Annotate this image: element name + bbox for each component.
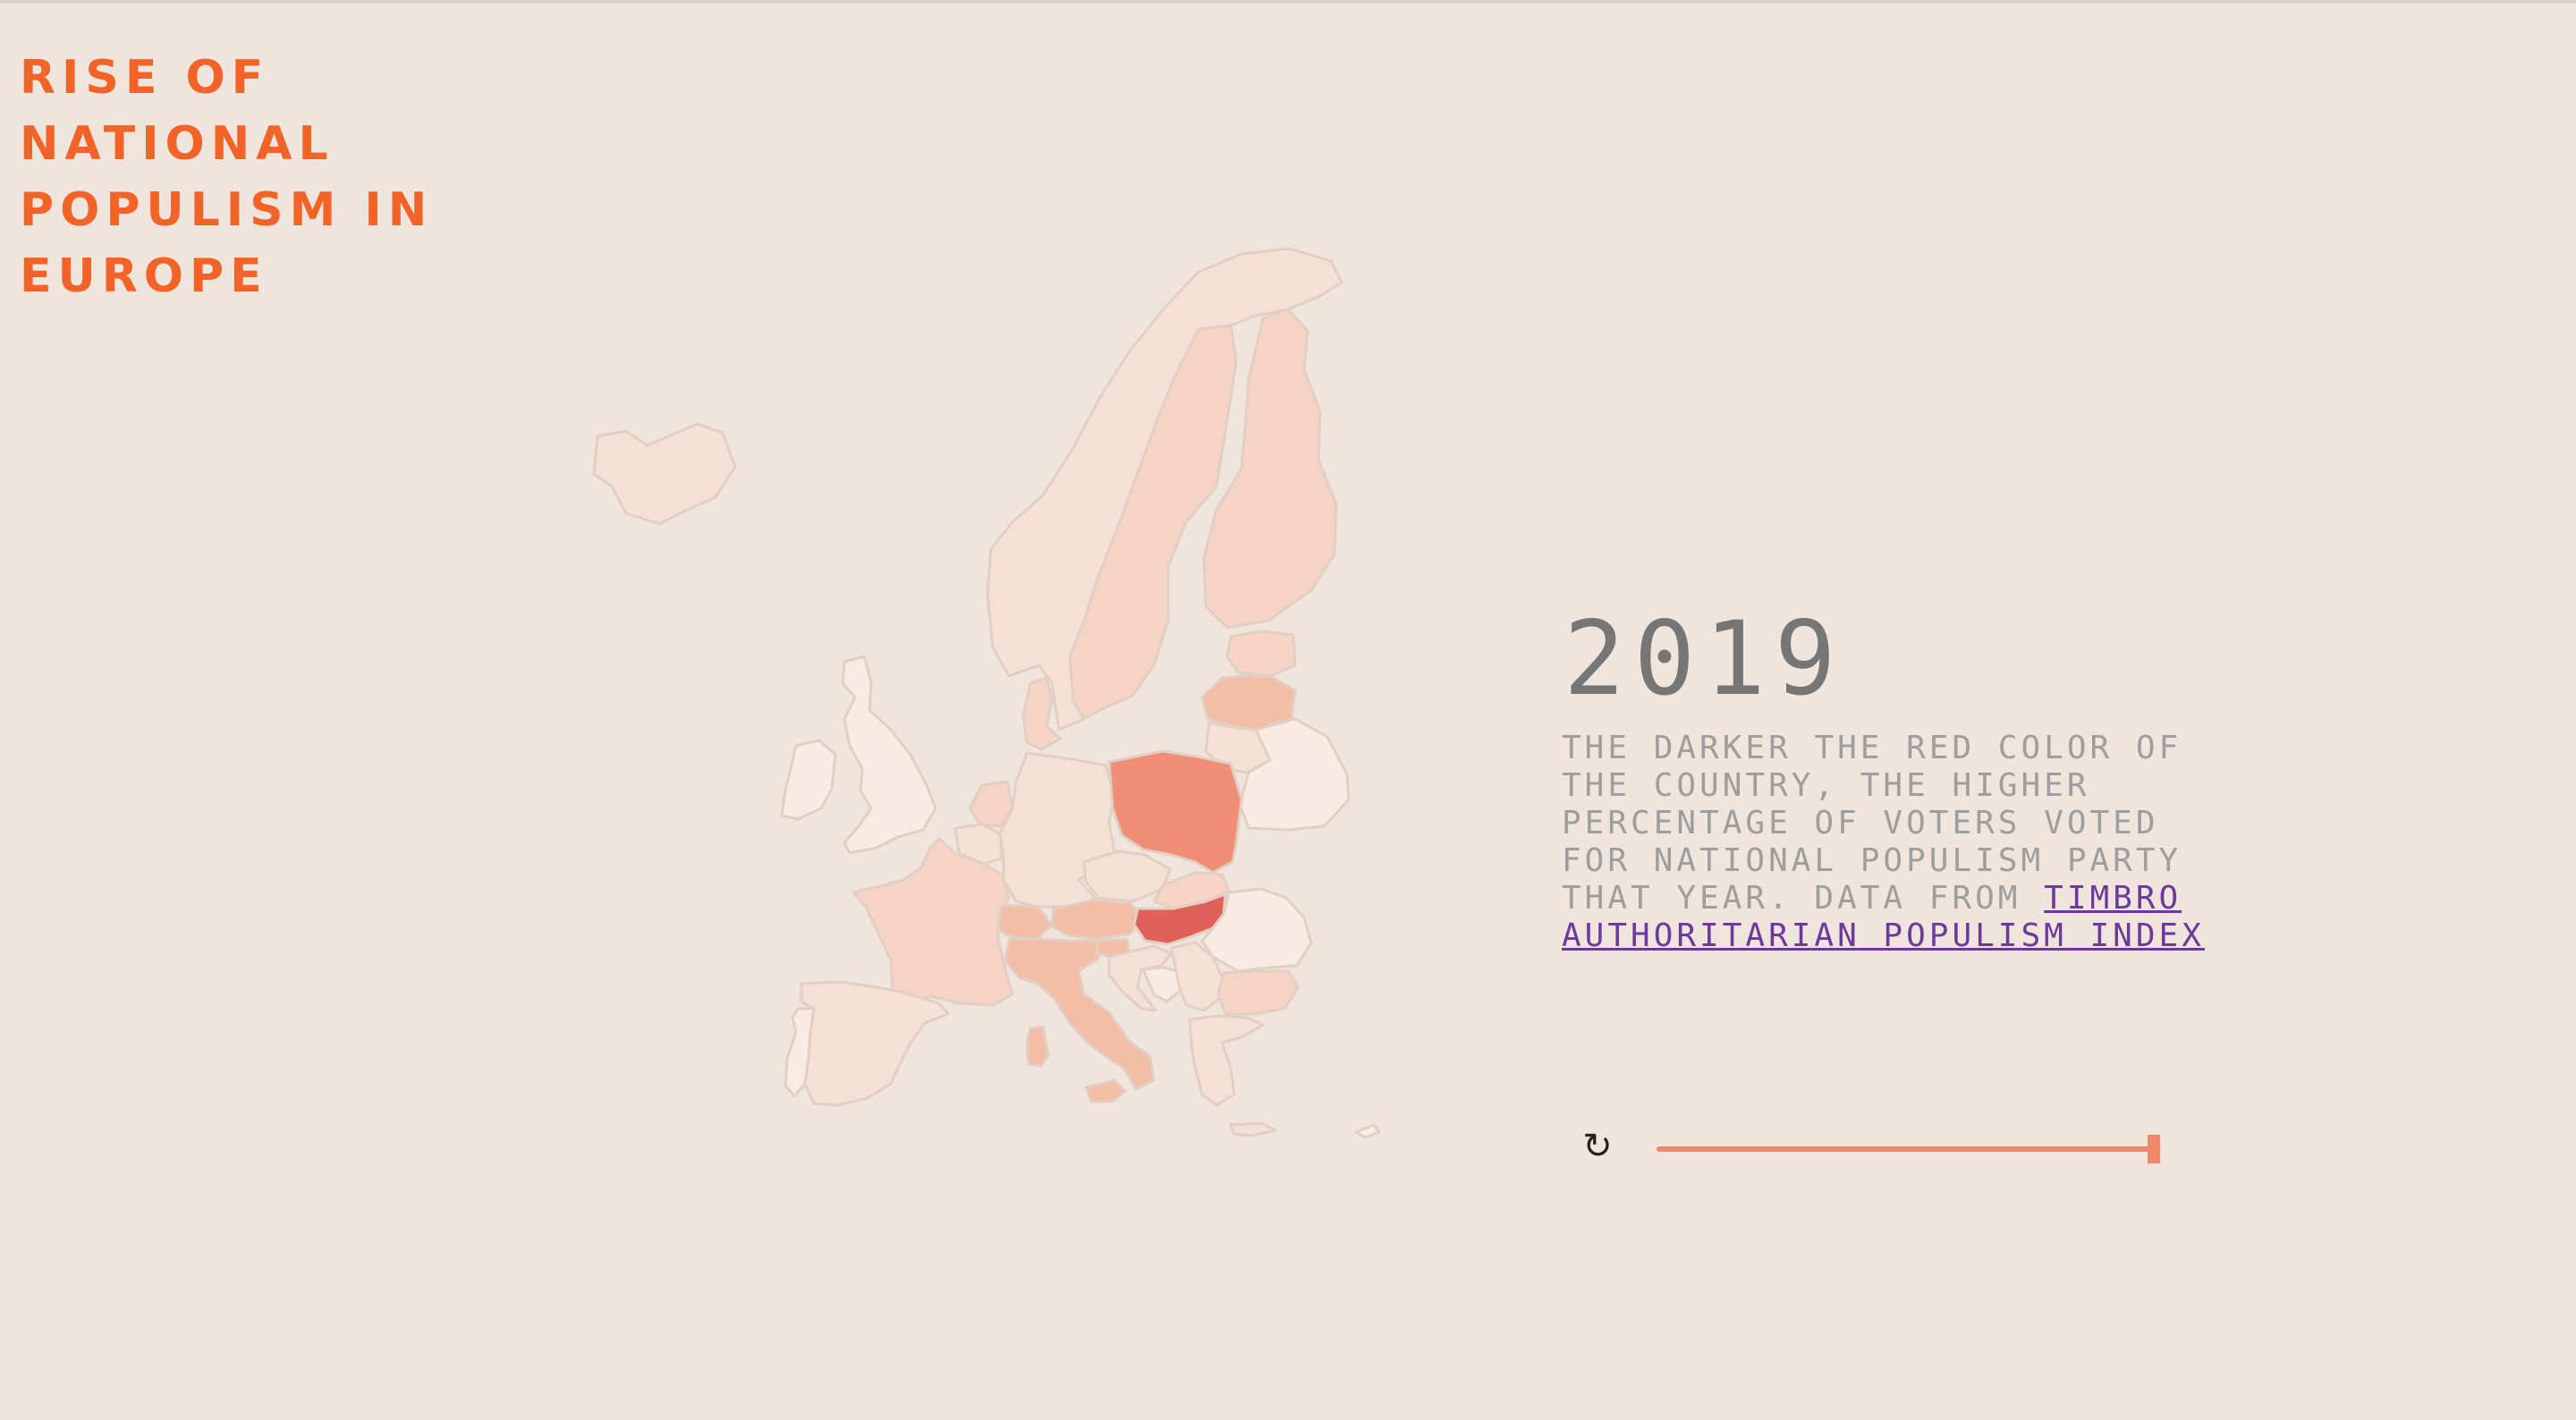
- country-sardinia[interactable]: [1025, 1025, 1050, 1068]
- country-greece[interactable]: [1188, 1014, 1265, 1107]
- description-text: The darker the red color of the country,…: [1562, 730, 2182, 917]
- country-belgium[interactable]: [953, 823, 1004, 866]
- country-portugal[interactable]: [784, 1007, 816, 1098]
- country-bosnia[interactable]: [1141, 966, 1182, 1003]
- country-austria[interactable]: [1050, 898, 1143, 941]
- country-cyprus[interactable]: [1354, 1123, 1381, 1139]
- timeline-controls: ↻: [1574, 1123, 2165, 1177]
- country-crete[interactable]: [1229, 1121, 1277, 1137]
- map-description: The darker the red color of the country,…: [1562, 730, 2224, 955]
- country-spain[interactable]: [800, 980, 950, 1107]
- country-finland[interactable]: [1202, 308, 1338, 630]
- country-romania[interactable]: [1200, 887, 1313, 973]
- year-slider[interactable]: [1657, 1135, 2160, 1163]
- replay-button[interactable]: ↻: [1574, 1123, 1621, 1170]
- country-denmark[interactable]: [1021, 676, 1063, 751]
- country-ireland[interactable]: [780, 739, 837, 821]
- europe-map: [592, 247, 1381, 1139]
- year-slider-handle[interactable]: [2148, 1135, 2160, 1163]
- country-poland[interactable]: [1107, 749, 1243, 875]
- country-iceland[interactable]: [592, 422, 737, 526]
- page-title: Rise of national populism in Europe: [20, 51, 434, 303]
- country-belarus[interactable]: [1238, 717, 1351, 832]
- replay-icon: ↻: [1582, 1127, 1613, 1166]
- country-france[interactable]: [852, 837, 1014, 1007]
- country-croatia[interactable]: [1107, 944, 1174, 1012]
- country-united-kingdom[interactable]: [841, 655, 937, 855]
- country-netherlands[interactable]: [968, 780, 1014, 828]
- year-slider-fill: [1657, 1146, 2154, 1152]
- country-bulgaria[interactable]: [1216, 969, 1301, 1016]
- country-sicily[interactable]: [1084, 1078, 1127, 1103]
- country-sweden[interactable]: [1068, 324, 1238, 721]
- year-label: 2019: [1563, 599, 1845, 718]
- country-switzerland[interactable]: [996, 903, 1054, 941]
- timbro-index-link[interactable]: Timbro Authoritarian Populism Index: [1562, 880, 2205, 954]
- country-estonia[interactable]: [1225, 630, 1297, 678]
